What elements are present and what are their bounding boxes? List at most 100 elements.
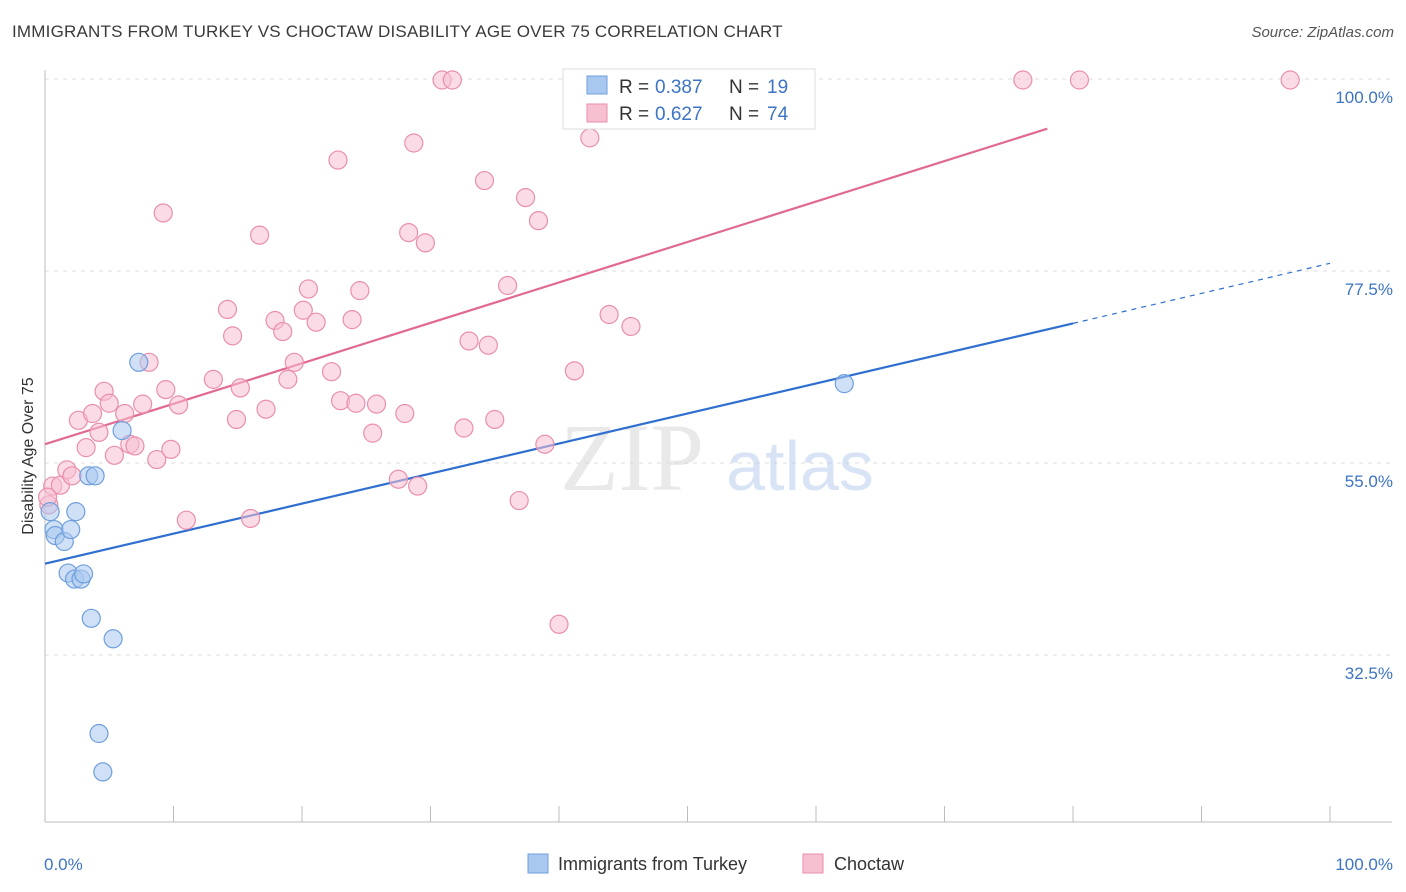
correlation-legend: R = 0.387 N = 19 R = 0.627 N = 74 xyxy=(562,68,816,130)
point-choctaw-7 xyxy=(82,403,103,424)
point-choctaw-14 xyxy=(125,436,145,456)
point-turkey-4 xyxy=(61,519,81,540)
point-choctaw-47 xyxy=(395,403,415,424)
point-choctaw-64 xyxy=(549,614,569,634)
point-choctaw-39 xyxy=(328,150,348,170)
y-tick-label-1: 77.5% xyxy=(1345,280,1393,299)
point-choctaw-45 xyxy=(366,394,387,414)
legend-swatch-turkey xyxy=(586,75,608,95)
point-choctaw-29 xyxy=(249,225,270,245)
point-choctaw-33 xyxy=(284,352,304,372)
point-choctaw-46 xyxy=(388,469,408,489)
point-choctaw-37 xyxy=(306,312,326,332)
y-tick-label-3: 32.5% xyxy=(1345,664,1393,683)
legend-n-label-0: N = xyxy=(729,77,759,98)
point-choctaw-43 xyxy=(346,393,366,413)
bottom-legend-label-choctaw: Choctaw xyxy=(834,854,905,874)
y-tick-label-0: 100.0% xyxy=(1335,88,1393,107)
point-choctaw-55 xyxy=(459,331,479,351)
bottom-legend-label-turkey: Immigrants from Turkey xyxy=(558,854,747,874)
series-legend: Immigrants from Turkey Choctaw xyxy=(527,853,905,874)
point-turkey-18 xyxy=(834,374,854,394)
point-choctaw-69 xyxy=(621,316,641,337)
point-choctaw-18 xyxy=(156,380,176,400)
point-choctaw-42 xyxy=(350,281,370,301)
point-turkey-17 xyxy=(93,762,113,782)
point-choctaw-56 xyxy=(474,170,495,191)
point-choctaw-68 xyxy=(599,304,619,325)
legend-r-value-0: 0.387 xyxy=(655,77,703,98)
legend-r-label-1: R = xyxy=(619,104,649,125)
watermark-zip: ZIP xyxy=(560,404,704,511)
point-choctaw-51 xyxy=(415,233,435,253)
point-choctaw-72 xyxy=(1280,70,1300,90)
point-choctaw-25 xyxy=(223,326,243,346)
legend-n-value-1: 74 xyxy=(767,104,789,125)
point-choctaw-62 xyxy=(528,211,549,231)
point-choctaw-48 xyxy=(399,223,419,243)
point-choctaw-6 xyxy=(76,438,96,458)
point-choctaw-36 xyxy=(298,279,319,299)
point-choctaw-26 xyxy=(226,409,247,430)
y-tick-labels: 100.0% 77.5% 55.0% 32.5% xyxy=(1335,88,1393,683)
point-choctaw-24 xyxy=(217,299,238,319)
point-turkey-12 xyxy=(112,420,132,441)
point-choctaw-19 xyxy=(161,439,181,459)
point-choctaw-63 xyxy=(535,434,555,454)
x-tick-labels: 0.0% 100.0% xyxy=(44,855,1393,874)
point-choctaw-23 xyxy=(203,369,223,389)
point-turkey-14 xyxy=(81,608,101,628)
point-choctaw-53 xyxy=(442,70,462,90)
point-choctaw-65 xyxy=(564,361,585,381)
point-choctaw-58 xyxy=(478,335,498,355)
point-choctaw-57 xyxy=(485,409,505,430)
point-turkey-9 xyxy=(73,564,94,584)
legend-n-label-1: N = xyxy=(729,104,759,125)
bottom-legend-swatch-turkey xyxy=(527,853,549,874)
point-choctaw-71 xyxy=(1069,70,1090,90)
legend-n-value-0: 19 xyxy=(767,77,788,98)
x-tick-label-0: 0.0% xyxy=(44,855,83,874)
legend-swatch-choctaw xyxy=(586,103,608,123)
point-choctaw-38 xyxy=(321,362,342,382)
y-tick-label-2: 55.0% xyxy=(1345,472,1393,491)
x-tick-label-1: 100.0% xyxy=(1335,855,1393,874)
point-choctaw-32 xyxy=(278,369,298,389)
point-turkey-0 xyxy=(40,502,60,522)
point-choctaw-60 xyxy=(509,490,529,511)
point-choctaw-28 xyxy=(241,508,261,529)
legend-r-value-1: 0.627 xyxy=(655,104,703,125)
point-choctaw-50 xyxy=(408,476,428,496)
point-choctaw-61 xyxy=(515,188,536,208)
axes xyxy=(44,70,1392,823)
point-choctaw-21 xyxy=(176,510,196,530)
point-choctaw-66 xyxy=(580,128,600,148)
legend-r-label-0: R = xyxy=(619,77,649,98)
trend-line-solid-0 xyxy=(44,322,1074,565)
trend-lines xyxy=(44,127,1331,565)
point-choctaw-27 xyxy=(230,378,250,398)
point-choctaw-11 xyxy=(104,445,124,465)
bottom-legend-swatch-choctaw xyxy=(802,853,824,874)
y-axis-label: Disability Age Over 75 xyxy=(20,377,37,535)
point-turkey-11 xyxy=(85,466,105,486)
point-choctaw-34 xyxy=(273,321,293,342)
gridlines xyxy=(45,78,1392,656)
zipatlas-watermark: ZIP atlas xyxy=(560,404,874,511)
point-choctaw-70 xyxy=(1013,70,1033,90)
watermark-atlas: atlas xyxy=(726,427,874,505)
chart-title: IMMIGRANTS FROM TURKEY VS CHOCTAW DISABI… xyxy=(12,22,783,41)
point-choctaw-41 xyxy=(342,310,362,330)
point-turkey-13 xyxy=(129,352,149,372)
point-choctaw-8 xyxy=(89,422,109,442)
point-choctaw-4 xyxy=(62,466,82,486)
point-turkey-5 xyxy=(66,502,86,522)
point-turkey-16 xyxy=(89,723,109,744)
point-choctaw-54 xyxy=(454,418,474,438)
point-turkey-15 xyxy=(103,629,123,649)
point-choctaw-12 xyxy=(115,403,135,424)
trend-line-dashed-0 xyxy=(1072,262,1331,324)
point-choctaw-35 xyxy=(293,300,313,320)
trend-line-solid-1 xyxy=(44,127,1048,446)
point-choctaw-22 xyxy=(153,203,173,223)
